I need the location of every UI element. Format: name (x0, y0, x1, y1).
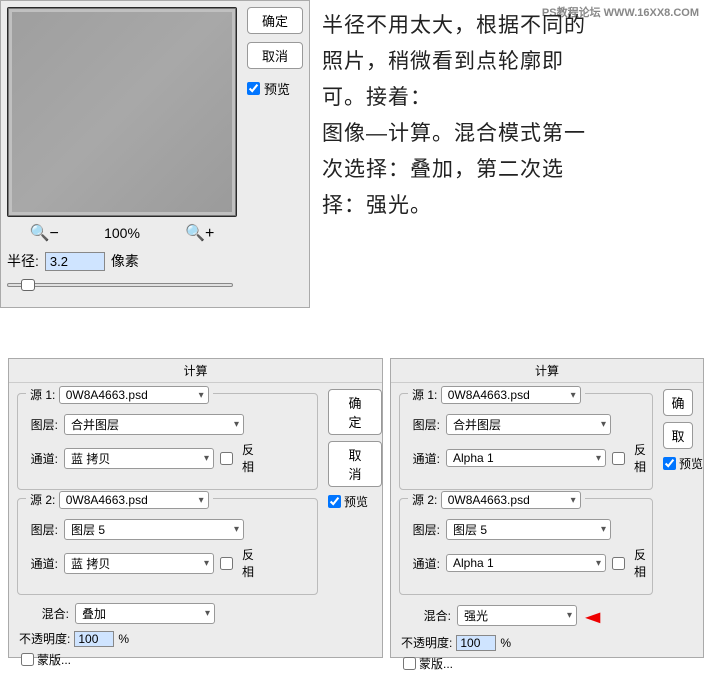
channel1-label: 通道: (24, 450, 58, 467)
src2-label: 源 2: 0W8A4663.psd (26, 491, 213, 509)
tutorial-line6: 择：强光。 (322, 188, 697, 224)
src1-label: 源 1: 0W8A4663.psd (408, 386, 585, 404)
mask-row[interactable]: 蒙版... (403, 655, 659, 672)
preview-checkbox[interactable] (328, 495, 341, 508)
channel2-select[interactable]: Alpha 1 (446, 554, 606, 572)
opacity-input[interactable] (456, 635, 496, 651)
tutorial-line2: 照片，稍微看到点轮廓即 (322, 44, 697, 80)
channel2-label: 通道: (24, 555, 58, 572)
preview-checkbox-row[interactable]: 预览 (247, 79, 290, 98)
dialog-title: 计算 (9, 359, 382, 383)
tutorial-text: 半径不用太大，根据不同的 照片，稍微看到点轮廓即 可。接着： 图像—计算。混合模… (318, 0, 701, 224)
opacity-pct: % (118, 632, 129, 646)
mask-checkbox[interactable] (403, 657, 416, 670)
dialog-title: 计算 (391, 359, 703, 383)
source1-group: 源 1: 0W8A4663.psd 图层:合并图层 通道:蓝 拷贝反相 (17, 393, 318, 490)
opacity-label: 不透明度: (19, 630, 70, 647)
ok-button[interactable]: 确 (663, 389, 693, 416)
radius-label: 半径: (7, 251, 39, 271)
channel1-select[interactable]: Alpha 1 (446, 449, 606, 467)
opacity-pct: % (500, 636, 511, 650)
source2-group: 源 2: 0W8A4663.psd 图层:图层 5 通道:Alpha 1反相 (399, 498, 653, 595)
invert2-checkbox[interactable] (612, 557, 625, 570)
preview-checkbox[interactable] (247, 82, 260, 95)
cancel-button[interactable]: 取消 (247, 42, 303, 69)
preview-checkbox[interactable] (663, 457, 676, 470)
tutorial-line1: 半径不用太大，根据不同的 (322, 8, 697, 44)
layer1-select[interactable]: 合并图层 (446, 414, 611, 435)
blend-select[interactable]: 强光 (457, 605, 577, 626)
tutorial-line5: 次选择：叠加，第二次选 (322, 152, 697, 188)
invert2-checkbox[interactable] (220, 557, 233, 570)
cancel-button[interactable]: 取消 (328, 441, 382, 487)
layer2-select[interactable]: 图层 5 (446, 519, 611, 540)
tutorial-line4: 图像—计算。混合模式第一 (322, 116, 697, 152)
preview-checkbox-row[interactable]: 预览 (663, 455, 703, 472)
highpass-dialog: 确定 取消 预览 🔍− 100% 🔍+ 半径: 像素 (0, 0, 310, 308)
layer2-select[interactable]: 图层 5 (64, 519, 244, 540)
zoom-value: 100% (104, 225, 140, 241)
channel2-select[interactable]: 蓝 拷贝 (64, 553, 214, 574)
blend-select[interactable]: 叠加 (75, 603, 215, 624)
channel2-label: 通道: (406, 555, 440, 572)
layer1-label: 图层: (24, 416, 58, 433)
radius-unit: 像素 (111, 251, 139, 271)
channel1-select[interactable]: 蓝 拷贝 (64, 448, 214, 469)
calculations-dialog-1: 计算 源 1: 0W8A4663.psd 图层:合并图层 通道:蓝 拷贝反相 源… (8, 358, 383, 658)
cancel-button[interactable]: 取 (663, 422, 693, 449)
src1-select[interactable]: 0W8A4663.psd (59, 386, 209, 404)
preview-checkbox-row[interactable]: 预览 (328, 493, 368, 510)
src2-label: 源 2: 0W8A4663.psd (408, 491, 585, 509)
source1-group: 源 1: 0W8A4663.psd 图层:合并图层 通道:Alpha 1反相 (399, 393, 653, 490)
invert1-row[interactable]: 反相 (612, 441, 646, 475)
zoom-out-icon[interactable]: 🔍− (30, 223, 59, 243)
arrow-icon: ◀ (585, 608, 600, 626)
source2-group: 源 2: 0W8A4663.psd 图层:图层 5 通道:蓝 拷贝反相 (17, 498, 318, 595)
invert2-row[interactable]: 反相 (612, 546, 646, 580)
radius-slider[interactable] (7, 281, 233, 289)
invert1-checkbox[interactable] (612, 452, 625, 465)
mask-checkbox[interactable] (21, 653, 34, 666)
blend-label: 混合: (19, 605, 69, 622)
layer1-select[interactable]: 合并图层 (64, 414, 244, 435)
invert1-row[interactable]: 反相 (220, 441, 254, 475)
mask-row[interactable]: 蒙版... (21, 651, 324, 668)
tutorial-line3: 可。接着： (322, 80, 697, 116)
opacity-input[interactable] (74, 631, 114, 647)
zoom-in-icon[interactable]: 🔍+ (185, 223, 214, 243)
invert1-checkbox[interactable] (220, 452, 233, 465)
src1-select[interactable]: 0W8A4663.psd (441, 386, 581, 404)
ok-button[interactable]: 确定 (247, 7, 303, 34)
opacity-label: 不透明度: (401, 634, 452, 651)
calculations-dialog-2: 计算 源 1: 0W8A4663.psd 图层: 合并图层 通道: Alpha 1 反… (390, 358, 704, 658)
layer2-label: 图层: (24, 521, 58, 538)
src2-select[interactable]: 0W8A4663.psd (59, 491, 209, 509)
radius-input[interactable] (45, 252, 105, 271)
blend-label: 混合: (401, 607, 451, 624)
layer2-label: 图层: (406, 521, 440, 538)
src1-label: 源 1: 0W8A4663.psd (26, 386, 213, 404)
invert2-row[interactable]: 反相 (220, 546, 254, 580)
preview-checkbox-label: 预览 (264, 79, 290, 98)
src2-select[interactable]: 0W8A4663.psd (441, 491, 581, 509)
ok-button[interactable]: 确定 (328, 389, 382, 435)
preview-thumbnail[interactable] (7, 7, 237, 217)
layer1-label: 图层: (406, 416, 440, 433)
channel1-label: 通道: (406, 450, 440, 467)
